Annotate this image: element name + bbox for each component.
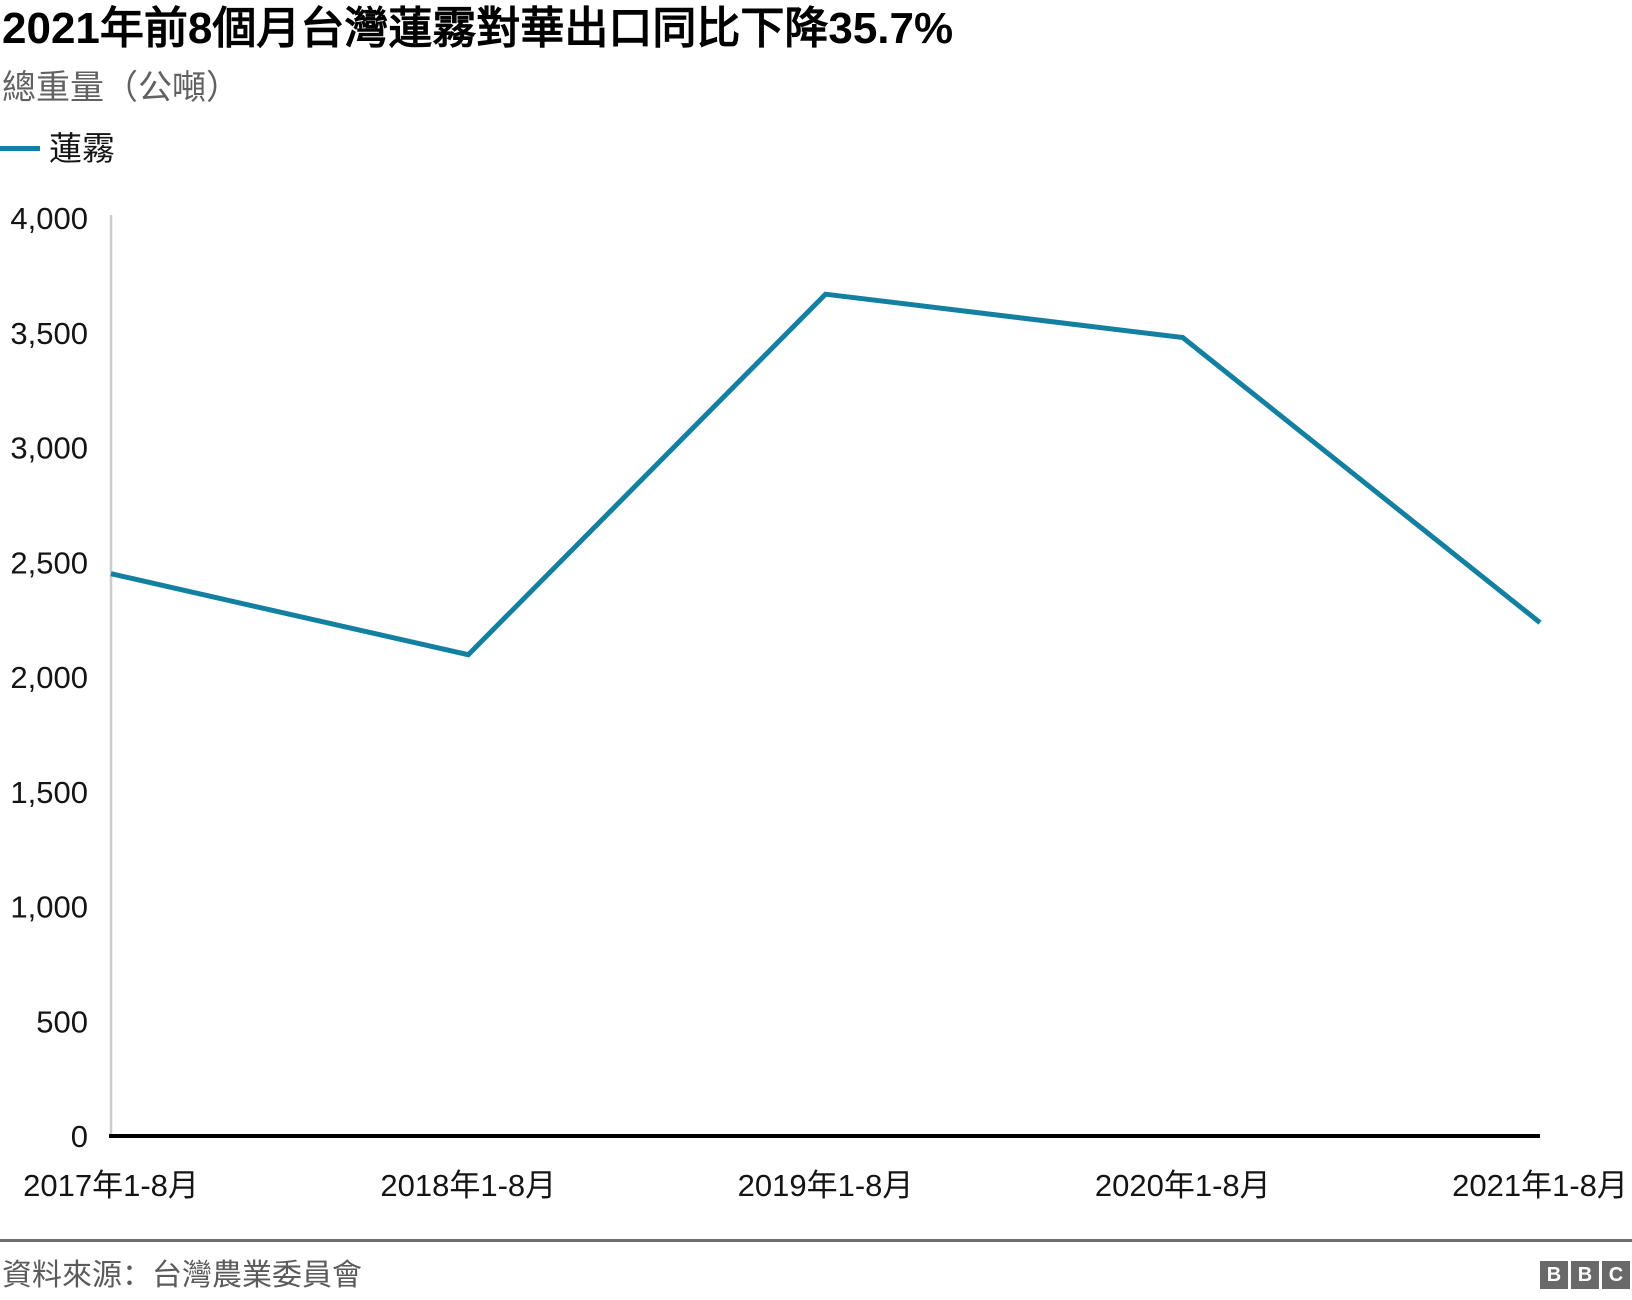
chart-subtitle: 總重量（公噸） xyxy=(2,69,240,107)
x-axis-tick-label: 2017年1-8月 xyxy=(23,1168,199,1203)
y-axis-tick-label: 1,000 xyxy=(10,890,88,925)
bbc-logo-letter-2: B xyxy=(1571,1261,1599,1289)
y-axis-tick-label: 4,000 xyxy=(10,201,88,236)
bbc-logo-letter-3: C xyxy=(1602,1261,1630,1289)
y-axis-tick-label: 500 xyxy=(36,1004,88,1039)
y-axis-tick-label: 1,500 xyxy=(10,775,88,810)
y-axis-tick-label: 3,000 xyxy=(10,431,88,466)
bbc-logo-letter-1: B xyxy=(1540,1261,1568,1289)
y-axis-tick-label: 2,500 xyxy=(10,545,88,580)
source-text: 資料來源：台灣農業委員會 xyxy=(2,1259,362,1292)
x-axis-tick-label: 2021年1-8月 xyxy=(1452,1168,1628,1203)
chart-title: 2021年前8個月台灣蓮霧對華出口同比下降35.7% xyxy=(2,4,954,53)
bbc-logo: B B C xyxy=(1537,1261,1630,1289)
y-axis-tick-label: 3,500 xyxy=(10,316,88,351)
legend-label: 蓮霧 xyxy=(49,130,115,167)
y-axis-tick-label: 0 xyxy=(71,1119,88,1154)
data-line-蓮霧 xyxy=(110,291,1542,658)
footer-divider xyxy=(0,1239,1632,1242)
legend-line-swatch xyxy=(0,146,40,151)
y-axis-tick-label: 2,000 xyxy=(10,660,88,695)
x-axis-tick-label: 2018年1-8月 xyxy=(380,1168,556,1203)
x-axis-tick-label: 2019年1-8月 xyxy=(738,1168,914,1203)
legend: 蓮霧 xyxy=(0,132,115,165)
x-axis-tick-label: 2020年1-8月 xyxy=(1095,1168,1271,1203)
